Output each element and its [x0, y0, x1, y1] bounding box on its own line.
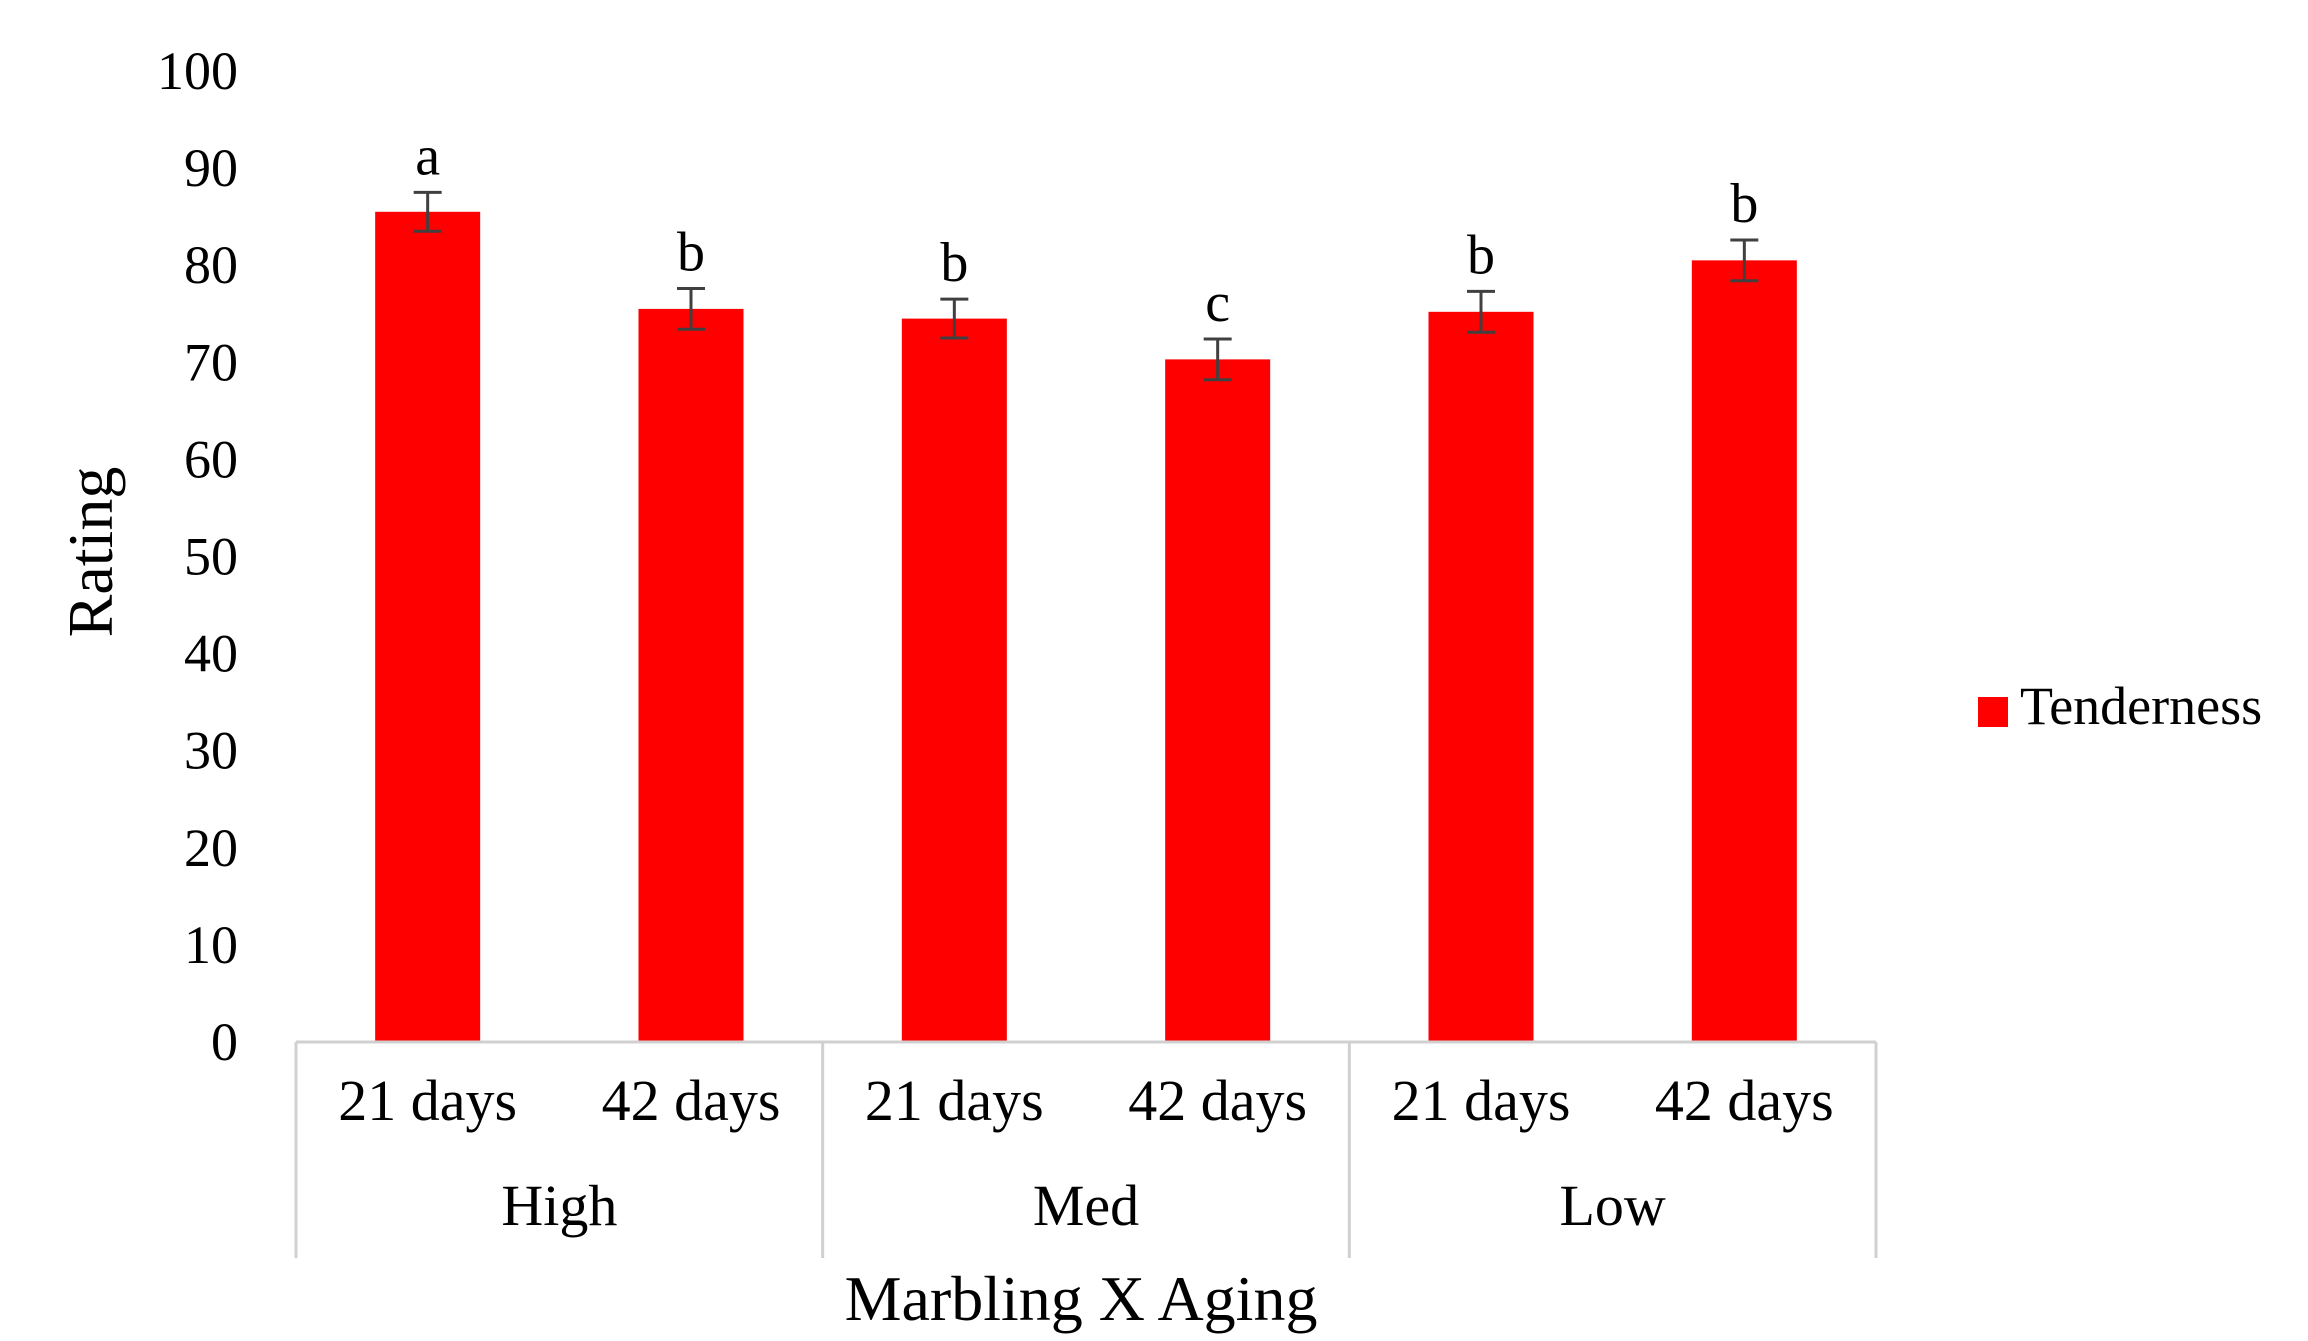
y-tick-label: 30 [184, 721, 238, 781]
x-tick-label: 42 days [602, 1068, 781, 1133]
bar [1165, 359, 1271, 1043]
y-tick-label: 50 [184, 527, 238, 587]
significance-labels-layer: a b b c b b [415, 125, 1758, 334]
x-group-label: Low [1560, 1173, 1666, 1238]
bars-layer [375, 211, 1797, 1043]
bar [901, 318, 1007, 1043]
significance-label: b [1467, 224, 1495, 286]
x-tick-label: 42 days [1655, 1068, 1834, 1133]
x-tick-label: 42 days [1128, 1068, 1307, 1133]
y-tick-label: 60 [184, 429, 238, 489]
bar [1691, 260, 1797, 1043]
y-tick-label: 40 [184, 624, 238, 684]
y-axis-title: Rating [55, 467, 126, 638]
y-tick-label: 90 [184, 138, 238, 198]
legend: Tenderness [1978, 676, 2262, 736]
x-axis-title: Marbling X Aging [845, 1263, 1318, 1334]
significance-label: c [1205, 272, 1230, 334]
y-tick-label: 20 [184, 818, 238, 878]
x-group-label: Med [1033, 1173, 1139, 1238]
y-tick-label: 100 [157, 41, 238, 101]
y-tick-label: 80 [184, 235, 238, 295]
legend-label: Tenderness [2020, 676, 2262, 736]
y-axis-ticks: 0 10 20 30 40 50 60 70 80 90 100 [157, 41, 238, 1072]
y-tick-label: 10 [184, 915, 238, 975]
x-tick-label: 21 days [865, 1068, 1044, 1133]
x-group-label: High [501, 1173, 617, 1238]
significance-label: b [940, 232, 968, 294]
y-tick-label: 70 [184, 332, 238, 392]
bar [1428, 311, 1534, 1043]
error-bars-layer [413, 190, 1759, 382]
significance-label: b [677, 222, 705, 284]
x-tick-label: 21 days [1392, 1068, 1571, 1133]
significance-label: a [415, 125, 440, 187]
legend-swatch [1978, 697, 2008, 727]
x-tick-label: 21 days [338, 1068, 517, 1133]
bar [638, 308, 744, 1042]
x-axis: 21 days 42 days 21 days 42 days 21 days 42 da… [294, 1040, 1878, 1258]
y-tick-label: 0 [211, 1012, 238, 1072]
bar [375, 211, 481, 1043]
significance-label: b [1730, 173, 1758, 235]
